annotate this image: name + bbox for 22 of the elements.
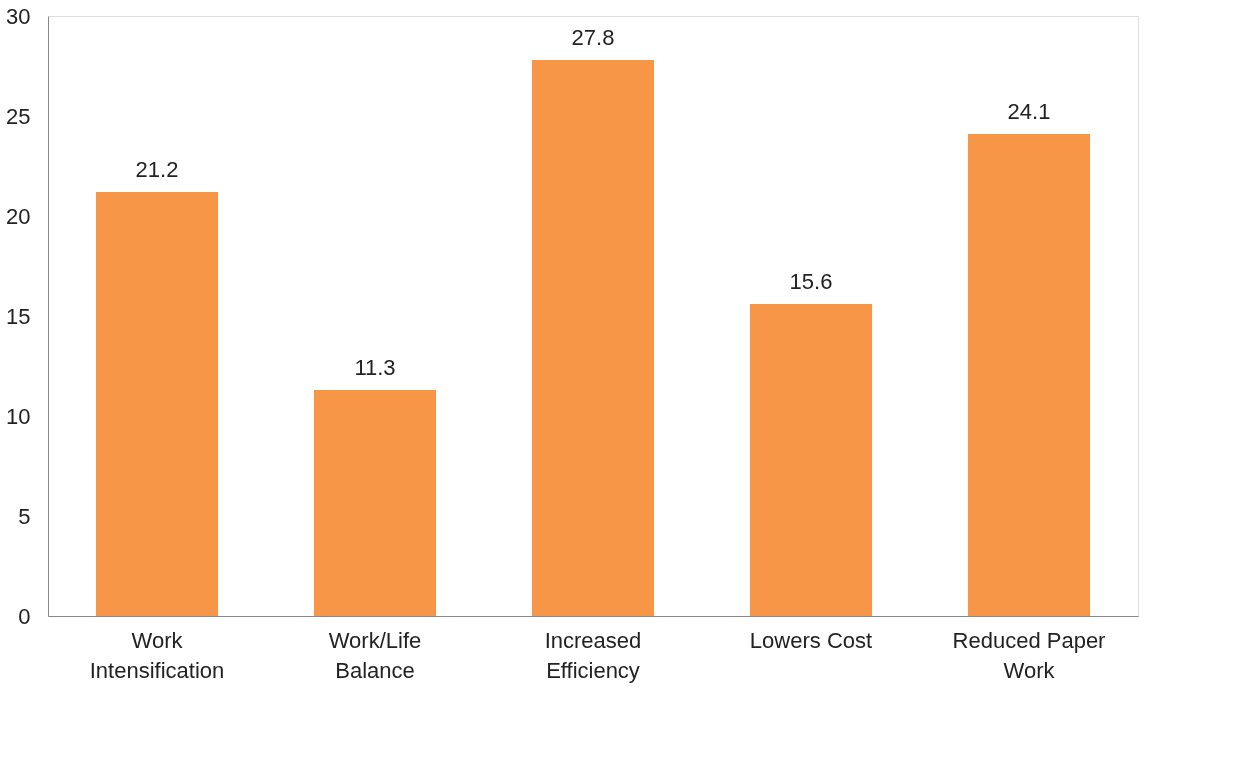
x-tick-label: Work Intensification <box>89 627 225 683</box>
bar <box>313 390 437 616</box>
x-tick-label: Reduced Paper Work <box>952 627 1106 683</box>
bar <box>967 134 1091 616</box>
data-label: 15.6 <box>789 269 833 294</box>
data-label: 27.8 <box>571 25 615 50</box>
x-tick-label: Lowers Cost <box>749 627 873 653</box>
y-tick-label: 30 <box>6 3 31 29</box>
y-tick-label: 5 <box>18 503 31 529</box>
y-tick-label: 25 <box>6 103 31 129</box>
y-tick-label: 0 <box>18 603 31 629</box>
data-label: 11.3 <box>354 355 396 380</box>
data-label: 21.2 <box>135 157 179 182</box>
x-tick-label: Increased Efficiency <box>544 627 642 683</box>
y-tick-label: 10 <box>6 403 31 429</box>
data-label: 24.1 <box>1007 99 1051 124</box>
bar <box>749 304 873 616</box>
bar <box>95 192 219 616</box>
x-tick-label: Work/Life Balance <box>328 627 422 683</box>
bar <box>531 60 655 616</box>
y-tick-label: 15 <box>6 303 31 329</box>
y-tick-label: 20 <box>6 203 31 229</box>
